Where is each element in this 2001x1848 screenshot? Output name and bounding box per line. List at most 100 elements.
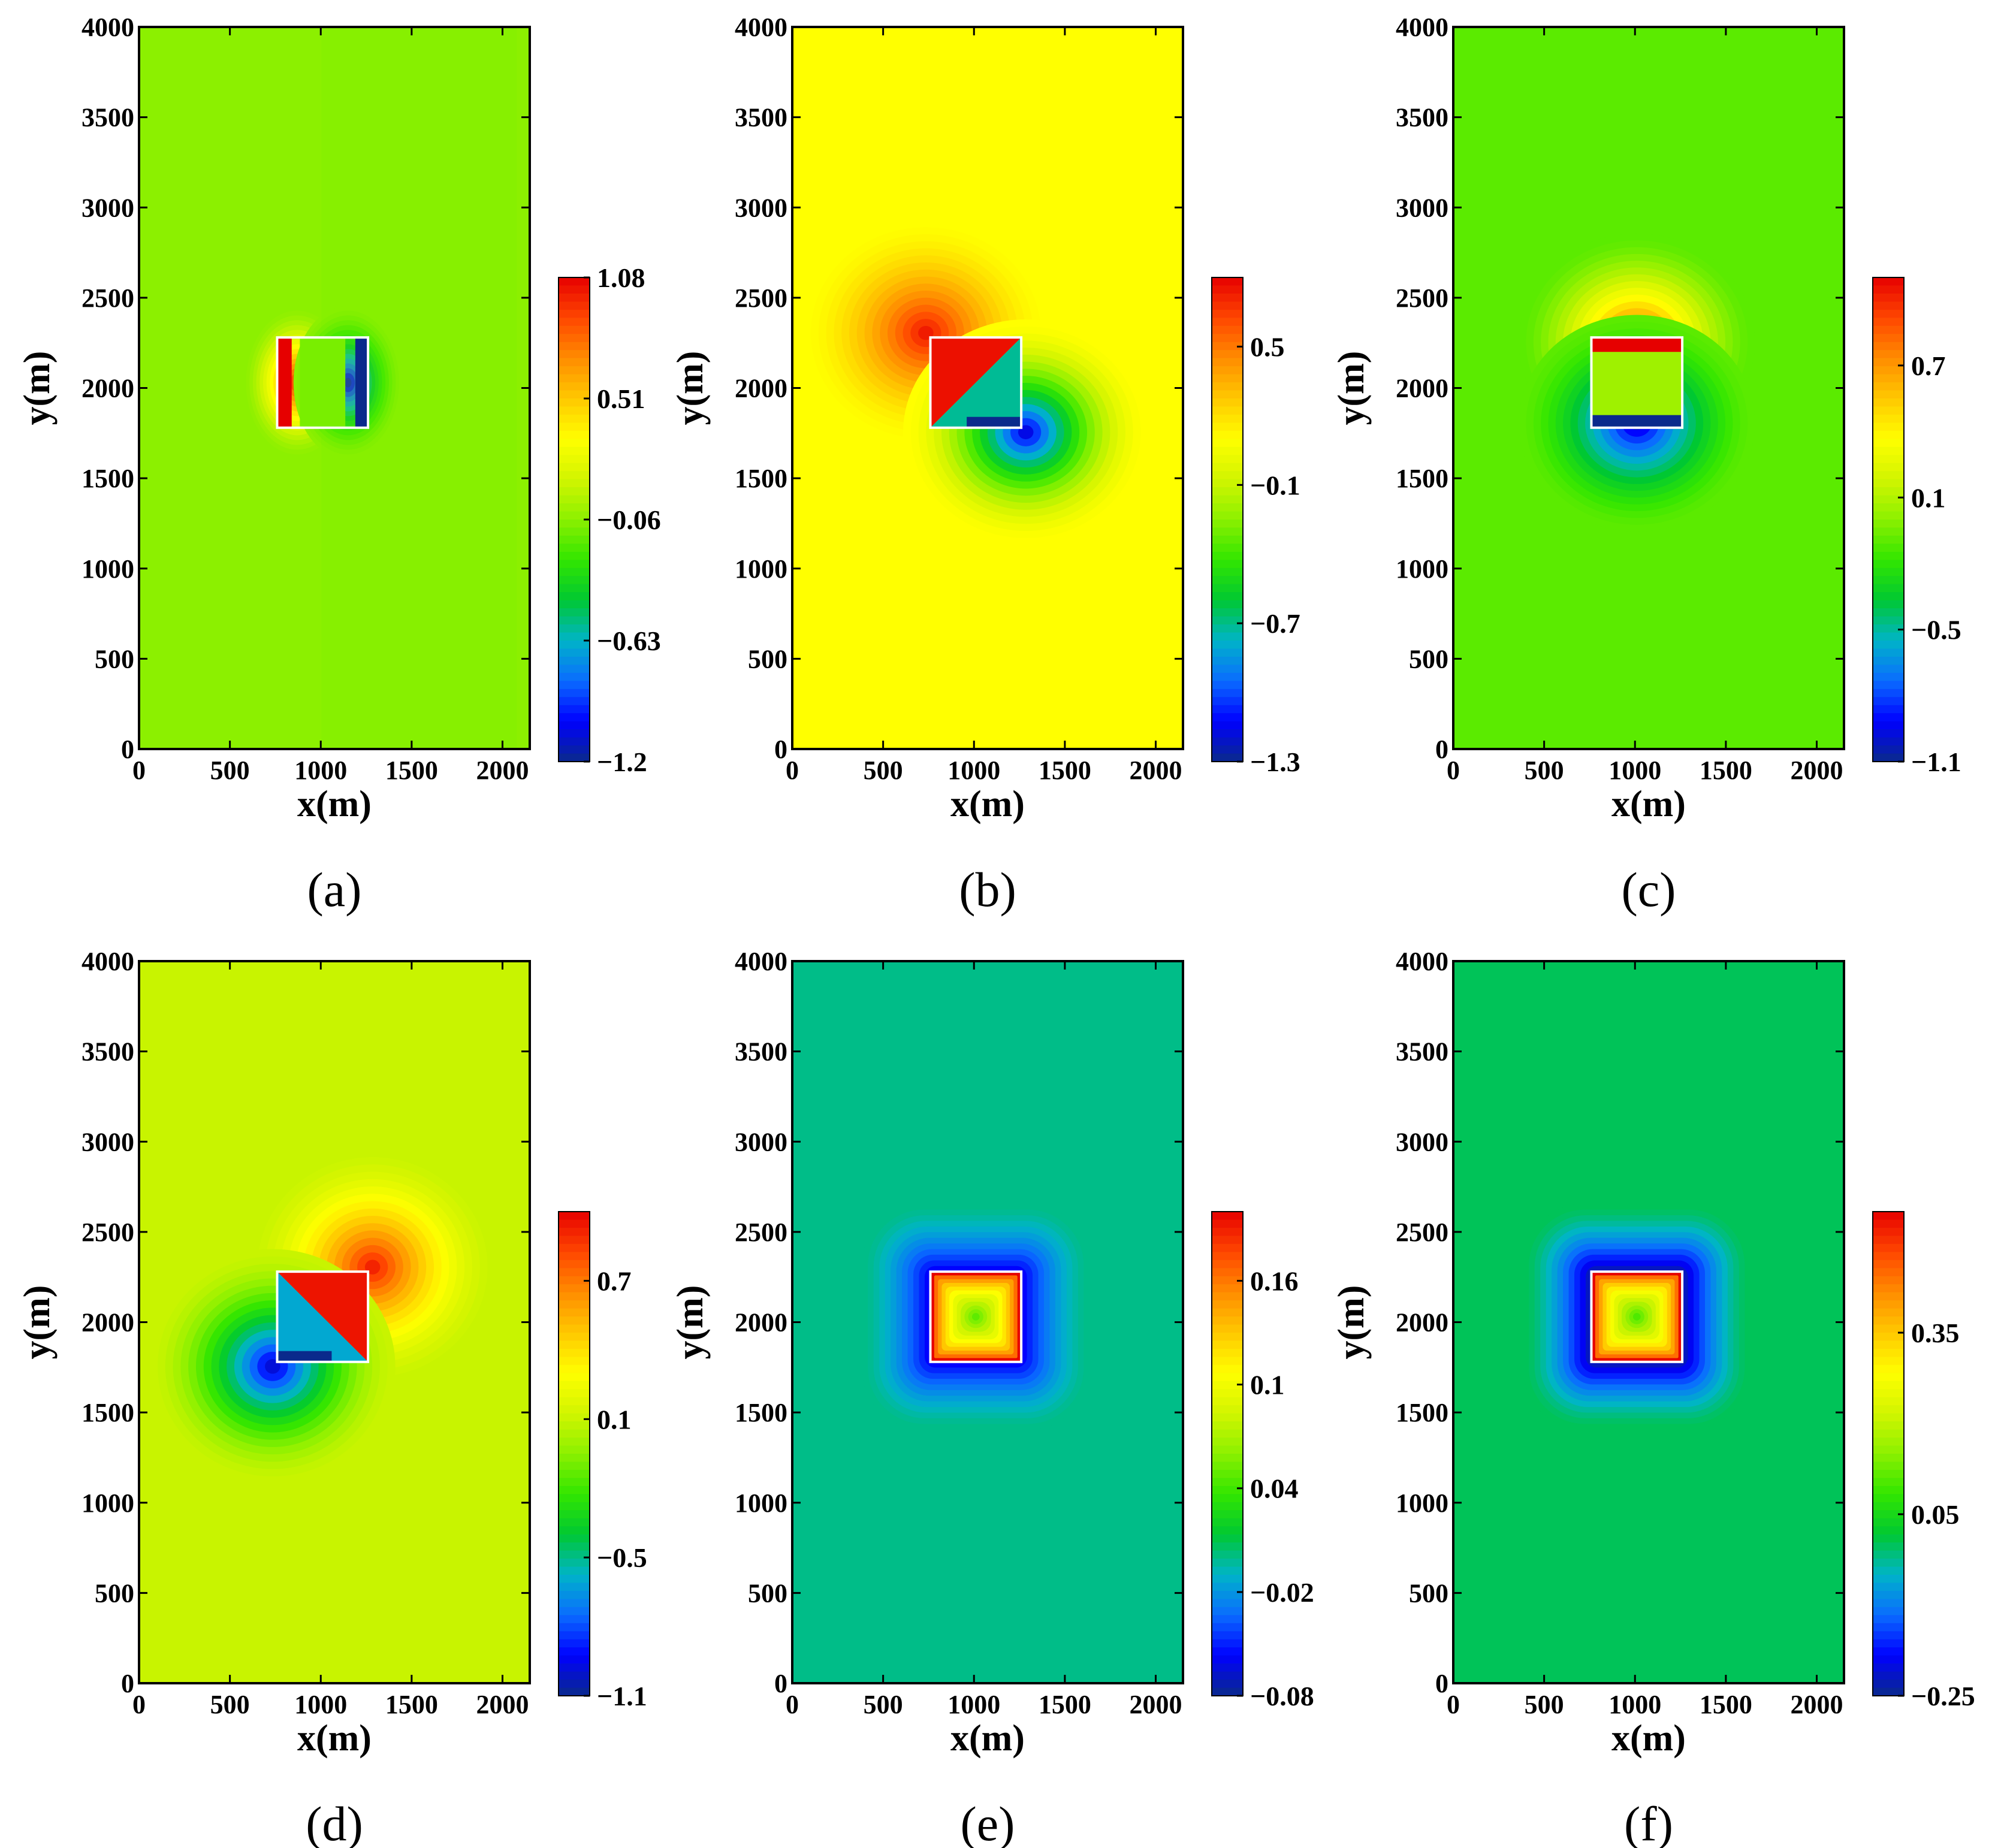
anomaly-box — [1590, 336, 1684, 429]
colorbar-segment — [559, 1316, 590, 1325]
colorbar-segment — [1873, 1243, 1904, 1253]
colorbar-segment — [559, 1405, 590, 1414]
y-tick-label: 1500 — [1396, 464, 1448, 493]
colorbar-segment — [1212, 334, 1243, 343]
colorbar-segment — [1873, 1284, 1904, 1293]
x-axis-label: x(m) — [950, 784, 1025, 825]
y-tick-label: 3000 — [1396, 1127, 1448, 1156]
colorbar-segment — [1873, 1671, 1904, 1681]
colorbar-segment — [1212, 1300, 1243, 1309]
colorbar-segment — [559, 1526, 590, 1535]
colorbar-segment — [1212, 608, 1243, 617]
colorbar-segment — [559, 681, 590, 690]
colorbar-segment — [559, 1292, 590, 1302]
colorbar-segment — [1212, 1607, 1243, 1616]
colorbar-segment — [559, 616, 590, 626]
y-tick-label: 2000 — [735, 1308, 787, 1337]
colorbar-tick-label: −0.02 — [1250, 1577, 1314, 1608]
y-tick-label: 1000 — [1396, 554, 1448, 584]
colorbar-segment — [559, 648, 590, 657]
colorbar-segment — [559, 665, 590, 674]
colorbar-segment — [559, 1663, 590, 1672]
colorbar-segment — [1873, 374, 1904, 384]
colorbar-segment — [1873, 471, 1904, 480]
panel-label: (c) — [1621, 862, 1676, 917]
y-tick-label: 2000 — [82, 374, 134, 403]
colorbar-segment — [559, 1599, 590, 1608]
colorbar-segment — [1873, 414, 1904, 424]
colorbar-segment — [559, 1687, 590, 1696]
y-tick-label: 1500 — [82, 1398, 134, 1427]
colorbar-segment — [1212, 624, 1243, 633]
colorbar-segment — [1212, 1462, 1243, 1470]
colorbar-segment — [559, 1647, 590, 1656]
y-tick-label: 4000 — [82, 947, 134, 976]
colorbar-segment — [559, 471, 590, 480]
colorbar-tick-label: −1.3 — [1250, 747, 1300, 777]
y-tick-label: 3500 — [735, 103, 787, 132]
colorbar-segment — [559, 1639, 590, 1648]
colorbar-segment — [1212, 1219, 1243, 1228]
colorbar-segment — [1873, 576, 1904, 585]
colorbar-segment — [1212, 1438, 1243, 1447]
y-axis-label: y(m) — [1331, 351, 1372, 425]
colorbar-segment — [559, 414, 590, 424]
colorbar-segment — [1873, 1227, 1904, 1237]
colorbar-segment — [1873, 641, 1904, 650]
y-tick-label: 4000 — [82, 13, 134, 42]
colorbar-segment — [1212, 560, 1243, 569]
colorbar-segment — [1873, 1687, 1904, 1696]
colorbar-segment — [559, 1566, 590, 1575]
colorbar-segment — [1212, 1236, 1243, 1245]
colorbar-segment — [1873, 1252, 1904, 1261]
colorbar-segment — [1873, 1542, 1904, 1551]
colorbar-segment — [1873, 527, 1904, 536]
colorbar: 0.35 0.05 −0.25 — [1872, 1211, 1975, 1711]
colorbar-segment — [1873, 1405, 1904, 1414]
colorbar-segment — [1212, 1485, 1243, 1495]
colorbar-segment — [559, 1357, 590, 1366]
y-tick-label: 0 — [1435, 735, 1448, 764]
y-tick-label: 2000 — [1396, 1308, 1448, 1337]
colorbar-segment — [1212, 277, 1243, 286]
colorbar-segment — [559, 1485, 590, 1495]
colorbar-segment — [1873, 1324, 1904, 1333]
colorbar-segment — [1873, 390, 1904, 399]
colorbar-segment — [1212, 729, 1243, 738]
colorbar-segment — [1212, 1252, 1243, 1261]
anomaly-box — [929, 1270, 1023, 1363]
colorbar-segment — [1873, 382, 1904, 391]
colorbar-segment — [1212, 374, 1243, 384]
south-face — [277, 1351, 332, 1362]
colorbar-segment — [1212, 1333, 1243, 1342]
colorbar-segment — [1212, 1655, 1243, 1665]
colorbar-segment — [559, 487, 590, 496]
colorbar-segment — [559, 382, 590, 391]
colorbar-segment — [559, 672, 590, 682]
colorbar-segment — [559, 406, 590, 415]
x-tick-label: 0 — [1447, 1690, 1460, 1719]
colorbar-segment — [559, 584, 590, 593]
colorbar-segment — [1873, 1510, 1904, 1519]
colorbar-segment — [1873, 1502, 1904, 1511]
colorbar-segment — [1873, 551, 1904, 561]
colorbar-segment — [559, 1680, 590, 1689]
colorbar-segment — [1212, 1494, 1243, 1503]
colorbar-segment — [1212, 1421, 1243, 1430]
colorbar-segment — [559, 1469, 590, 1479]
colorbar-segment — [1212, 1469, 1243, 1479]
colorbar-tick-label: 1.08 — [597, 262, 645, 293]
colorbar-segment — [559, 358, 590, 367]
colorbar-tick-label: −0.5 — [597, 1542, 647, 1573]
colorbar-segment — [1873, 487, 1904, 496]
colorbar-segment — [1212, 1243, 1243, 1253]
south-face — [1591, 415, 1683, 428]
colorbar-segment — [1212, 721, 1243, 730]
colorbar-tick-label: 0.05 — [1911, 1499, 1960, 1530]
colorbar-segment — [1212, 1454, 1243, 1463]
colorbar-segment — [1873, 745, 1904, 754]
colorbar-segment — [1873, 753, 1904, 762]
colorbar-segment — [559, 1300, 590, 1309]
colorbar-segment — [1212, 439, 1243, 448]
colorbar-segment — [559, 1243, 590, 1253]
